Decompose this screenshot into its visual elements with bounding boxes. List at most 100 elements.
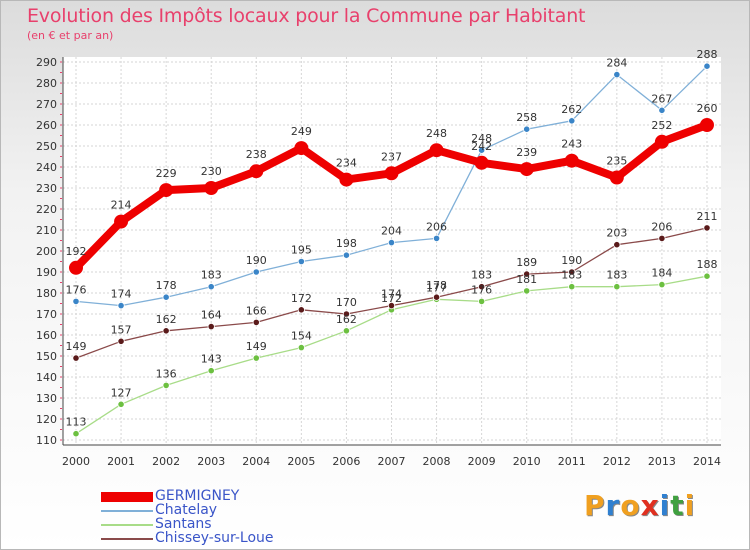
data-label: 174 xyxy=(381,288,402,301)
x-tick-label: 2005 xyxy=(287,455,315,468)
y-tick-label: 240 xyxy=(36,161,57,174)
data-label: 242 xyxy=(471,140,492,153)
x-tick-label: 2010 xyxy=(513,455,541,468)
x-tick-label: 2007 xyxy=(377,455,405,468)
legend-swatch xyxy=(101,524,153,526)
x-tick-label: 2012 xyxy=(603,455,631,468)
data-label: 184 xyxy=(651,267,672,280)
data-label: 258 xyxy=(516,111,537,124)
data-point-chatelay xyxy=(72,297,80,305)
data-label: 162 xyxy=(336,313,357,326)
data-label: 214 xyxy=(111,199,132,212)
data-point-germigney xyxy=(699,118,714,132)
y-tick-label: 250 xyxy=(36,140,57,153)
data-point-chatelay xyxy=(207,283,215,291)
y-tick-label: 270 xyxy=(36,98,57,111)
data-point-santans xyxy=(72,430,80,438)
x-tick-label: 2004 xyxy=(242,455,270,468)
legend-swatch xyxy=(101,538,153,540)
x-tick-label: 2008 xyxy=(423,455,451,468)
data-point-chissey-sur-loue xyxy=(162,327,170,335)
y-tick-label: 150 xyxy=(36,350,57,363)
data-point-germigney xyxy=(609,170,624,185)
data-label: 192 xyxy=(66,245,87,258)
data-label: 252 xyxy=(651,119,672,132)
data-point-chissey-sur-loue xyxy=(478,283,486,291)
data-label: 190 xyxy=(561,254,582,267)
data-point-chatelay xyxy=(342,251,351,259)
data-point-chatelay xyxy=(297,257,305,266)
data-point-chatelay xyxy=(523,125,531,133)
data-point-germigney xyxy=(564,153,579,168)
data-label: 172 xyxy=(291,292,312,305)
data-label: 164 xyxy=(201,309,222,322)
data-point-santans xyxy=(207,367,215,375)
data-label: 239 xyxy=(516,146,537,159)
x-tick-label: 2001 xyxy=(107,455,135,468)
data-point-chissey-sur-loue xyxy=(117,337,125,345)
data-label: 262 xyxy=(561,103,582,116)
legend-swatch xyxy=(101,510,153,512)
data-point-chatelay xyxy=(432,234,441,242)
data-point-santans xyxy=(162,381,170,389)
data-label: 198 xyxy=(336,237,357,250)
data-point-chissey-sur-loue xyxy=(207,322,215,331)
data-label: 206 xyxy=(651,220,672,233)
data-label: 172 xyxy=(381,292,402,305)
data-label: 177 xyxy=(426,281,447,294)
data-point-germigney xyxy=(474,155,489,170)
data-point-germigney xyxy=(249,164,264,179)
legend-label: Santans xyxy=(155,516,212,532)
y-tick-label: 220 xyxy=(36,203,57,216)
y-tick-label: 120 xyxy=(36,413,57,426)
data-point-chissey-sur-loue xyxy=(387,301,396,310)
y-tick-label: 180 xyxy=(36,287,57,300)
data-point-chissey-sur-loue xyxy=(523,270,531,278)
data-label: 149 xyxy=(66,340,87,353)
y-tick-label: 170 xyxy=(36,308,57,321)
data-label: 183 xyxy=(471,269,492,282)
data-label: 174 xyxy=(111,288,132,301)
data-label: 189 xyxy=(516,256,537,269)
data-point-santans xyxy=(252,354,260,362)
y-tick-label: 130 xyxy=(36,392,57,405)
chart-subtitle: (en € et par an) xyxy=(27,29,114,42)
x-tick-label: 2003 xyxy=(197,455,225,468)
data-label: 178 xyxy=(156,279,177,292)
legend-swatch xyxy=(101,492,153,502)
data-point-chissey-sur-loue xyxy=(252,318,260,326)
data-point-santans xyxy=(568,283,576,291)
data-point-chissey-sur-loue xyxy=(72,354,80,362)
x-tick-label: 2002 xyxy=(152,455,180,468)
data-point-chissey-sur-loue xyxy=(432,293,441,301)
y-tick-label: 230 xyxy=(36,182,57,195)
data-label: 204 xyxy=(381,225,402,238)
data-point-chatelay xyxy=(478,146,486,154)
data-point-germigney xyxy=(429,143,444,158)
x-tick-label: 2009 xyxy=(468,455,496,468)
data-label: 176 xyxy=(66,283,87,296)
data-label: 284 xyxy=(606,57,627,70)
data-point-santans xyxy=(117,400,125,408)
x-tick-label: 2011 xyxy=(558,455,586,468)
data-label: 183 xyxy=(561,269,582,282)
data-point-germigney xyxy=(294,141,309,156)
data-point-chissey-sur-loue xyxy=(613,241,621,249)
data-label: 243 xyxy=(561,138,582,151)
data-label: 154 xyxy=(291,330,312,343)
x-tick-label: 2013 xyxy=(648,455,676,468)
data-label: 113 xyxy=(66,416,87,429)
data-point-chissey-sur-loue xyxy=(658,234,666,242)
y-tick-label: 290 xyxy=(36,56,57,69)
data-label: 149 xyxy=(246,340,267,353)
data-point-santans xyxy=(703,272,711,280)
data-label: 248 xyxy=(426,127,447,140)
y-tick-label: 260 xyxy=(36,119,57,132)
x-tick-label: 2006 xyxy=(332,455,360,468)
x-tick-label: 2014 xyxy=(693,455,721,468)
proxiti-logo: Proxiti xyxy=(584,489,696,522)
data-point-chatelay xyxy=(252,268,260,276)
data-label: 170 xyxy=(336,296,357,309)
